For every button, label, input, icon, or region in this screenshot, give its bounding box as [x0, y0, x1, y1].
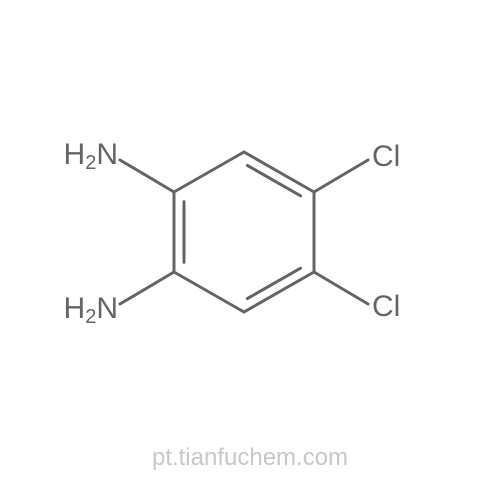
bond [174, 272, 244, 312]
bond [120, 272, 174, 304]
bond [314, 160, 368, 192]
bonds [120, 152, 368, 312]
atom-labels: H2N H2N Cl Cl [64, 138, 401, 328]
atom-label: H2N [64, 292, 118, 328]
atom-label: Cl [372, 140, 400, 173]
atom-label: H2N [64, 138, 118, 174]
bond [120, 160, 174, 192]
canvas: H2N H2N Cl Cl pt.tianfuchem.com [0, 0, 500, 500]
molecule-structure: H2N H2N Cl Cl pt.tianfuchem.com [0, 0, 500, 500]
watermark-text: pt.tianfuchem.com [152, 444, 348, 471]
bond [174, 152, 244, 192]
bond [244, 152, 314, 192]
atom-label: Cl [372, 290, 400, 323]
bond [244, 272, 314, 312]
bond [314, 272, 368, 304]
